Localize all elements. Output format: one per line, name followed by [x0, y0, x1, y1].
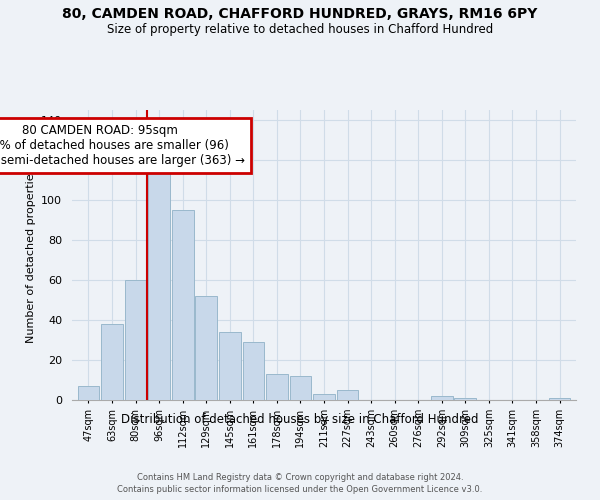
Text: 80 CAMDEN ROAD: 95sqm
← 21% of detached houses are smaller (96)
79% of semi-deta: 80 CAMDEN ROAD: 95sqm ← 21% of detached …	[0, 124, 245, 167]
Bar	[431, 396, 452, 400]
Bar	[548, 398, 571, 400]
Text: Contains HM Land Registry data © Crown copyright and database right 2024.: Contains HM Land Registry data © Crown c…	[137, 472, 463, 482]
Text: Distribution of detached houses by size in Chafford Hundred: Distribution of detached houses by size …	[121, 412, 479, 426]
Bar	[148, 172, 170, 400]
Bar	[290, 376, 311, 400]
Bar	[172, 210, 194, 400]
Bar	[101, 324, 123, 400]
Bar	[196, 296, 217, 400]
Bar	[242, 342, 264, 400]
Bar	[337, 390, 358, 400]
Bar	[77, 386, 100, 400]
Bar	[125, 280, 146, 400]
Bar	[454, 398, 476, 400]
Text: Contains public sector information licensed under the Open Government Licence v3: Contains public sector information licen…	[118, 485, 482, 494]
Y-axis label: Number of detached properties: Number of detached properties	[26, 168, 35, 342]
Bar	[219, 332, 241, 400]
Text: 80, CAMDEN ROAD, CHAFFORD HUNDRED, GRAYS, RM16 6PY: 80, CAMDEN ROAD, CHAFFORD HUNDRED, GRAYS…	[62, 8, 538, 22]
Bar	[313, 394, 335, 400]
Bar	[266, 374, 288, 400]
Text: Size of property relative to detached houses in Chafford Hundred: Size of property relative to detached ho…	[107, 22, 493, 36]
